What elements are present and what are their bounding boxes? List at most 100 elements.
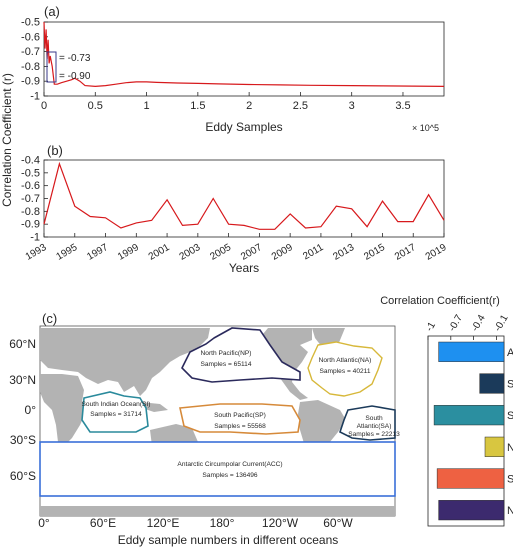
panel-a-y-ticks: -0.5 -0.6 -0.7 -0.8 -0.9 -1 [21,17,48,103]
bar-sp [436,468,505,489]
lon-tick-label: 120°W [262,516,299,530]
bar-axes [427,335,505,527]
bar-marks: ACC SA SI NA SP NP [433,341,513,521]
x-tick-label: 1.5 [190,100,205,112]
region-si-name: South Indian Ocean(SI) [82,401,151,408]
bar-si [433,405,505,426]
region-sa-name-2: Atlantic(SA) [357,423,392,430]
x-tick-label: 3 [349,100,355,112]
panel-a-x-exponent: × 10^5 [412,123,439,133]
region-np-name: North Pacific(NP) [201,350,252,357]
x-tick-label: 2019 [424,242,449,263]
x-tick-label: 0 [41,100,47,112]
panel-a-annotation-2: = -0.90 [59,71,91,82]
bar-label-np: NP [507,505,513,517]
region-sa-outline [339,405,396,441]
region-na-samples: Samples = 40211 [319,368,370,375]
panel-b-label: (b) [47,143,63,158]
y-tick-label: -0.5 [21,17,40,29]
region-acc-name: Antarctic Circumpolar Current(ACC) [177,461,282,468]
region-na-name: North Atlantic(NA) [319,357,372,364]
lat-tick-label: 0° [25,403,37,417]
y-tick-label: -0.4 [21,155,40,167]
region-sp-name: South Pacific(SP) [214,412,266,419]
region-np-outline [181,327,301,383]
x-tick-label: 2015 [362,242,387,263]
region-si-samples: Samples = 31714 [90,411,142,418]
panel-b-y-ticks: -0.4-0.5-0.6-0.7-0.8-0.9-1 [21,155,48,244]
y-tick-label: -0.5 [21,167,40,179]
panel-a-x-ticks: 0 0.5 1 1.5 2 2.5 3 3.5 [41,92,411,112]
panel-a-axes [43,21,445,97]
panel-b-x-ticks: 1993 1995 1997 1999 2001 2003 2005 2007 2009 2011… [24,233,449,263]
lon-tick-label: 0° [38,516,50,530]
region-np-samples: Samples = 65114 [200,361,251,368]
x-tick-label: 2017 [393,242,418,263]
panel-a-highlight-box [46,51,57,83]
bar-label-sp: SP [507,474,513,486]
panel-b: (b) -0.4-0.5-0.6-0.7-0.8-0.9-1 1993 1995 1… [21,143,449,275]
bar-na [484,436,505,457]
panel-a-annotation-1: = -0.73 [59,53,91,64]
region-si-outline [81,391,149,433]
bar-x-tick-label: -1 [424,320,438,334]
y-tick-label: -0.9 [21,219,40,231]
y-tick-label: -0.8 [21,61,40,73]
bar-x-tick-label: -0.4 [470,313,488,334]
region-acc-outline [39,441,396,497]
x-tick-label: 1 [144,100,150,112]
panel-c-x-label: Eddy sample numbers in different oceans [118,533,339,547]
panel-c-label: (c) [42,311,57,326]
x-tick-label: 1997 [85,242,110,263]
x-tick-label: 0.5 [88,100,103,112]
bar-x-tick-label: -0.1 [492,313,510,334]
bar-acc [438,341,505,362]
panel-a-x-label: Eddy Samples [205,120,282,134]
x-tick-label: 1999 [116,242,141,263]
bar-label-si: SI [507,410,513,422]
x-tick-label: 2 [246,100,252,112]
bar-label-acc: ACC [507,347,513,359]
bar-np [438,500,505,521]
y-tick-label: -1 [30,232,40,244]
lon-tick-label: 120°E [147,516,180,530]
map-lat-ticks: 60°N 30°N 0° 30°S 60°S [9,337,36,483]
panel-c-bar: Correlation Coefficient(r) -1 -0.7 -0.4 -0.… [380,295,513,527]
region-na-outline [307,341,383,397]
y-tick-label: -1 [30,91,40,103]
region-sa-samples: Samples = 22213 [348,431,400,438]
y-tick-label: -0.6 [21,180,40,192]
panel-a-label: (a) [44,4,60,19]
region-sa-name-1: South [365,415,383,422]
x-tick-label: 2003 [178,242,203,263]
x-tick-label: 3.5 [395,100,410,112]
lat-tick-label: 30°S [10,433,36,447]
map-lon-ticks: 0° 60°E 120°E 180° 120°W 60°W [38,516,353,530]
y-tick-label: -0.7 [21,193,40,205]
lat-tick-label: 60°S [10,469,36,483]
bar-label-na: NA [507,442,513,454]
region-acc-samples: Samples = 136496 [202,472,258,479]
x-tick-label: 2005 [208,242,233,263]
panel-a: (a) -0.5 -0.6 -0.7 -0.8 -0.9 -1 0 0.5 1 1.5 2 2.5 3… [21,4,445,134]
lon-tick-label: 60°E [90,516,116,530]
x-tick-label: 1995 [55,242,80,263]
x-tick-label: 2.5 [293,100,308,112]
shared-y-label: Correlation Coefficient (r) [0,73,14,207]
x-tick-label: 2013 [331,242,356,263]
lon-tick-label: 180° [210,516,235,530]
bar-title: Correlation Coefficient(r) [380,295,500,307]
y-tick-label: -0.8 [21,206,40,218]
panel-b-x-label: Years [229,261,259,275]
panel-c-map: North Pacific(NP) Samples = 65114 North … [9,311,400,547]
panel-a-series-line [43,21,445,88]
region-sp-outline [179,403,301,435]
lon-tick-label: 60°W [323,516,353,530]
x-tick-label: 1993 [24,242,49,263]
x-tick-label: 2009 [270,242,295,263]
bar-x-tick-label: -0.7 [447,313,465,334]
x-tick-label: 2001 [147,242,172,263]
bar-sa [479,373,505,394]
y-tick-label: -0.7 [21,46,40,58]
